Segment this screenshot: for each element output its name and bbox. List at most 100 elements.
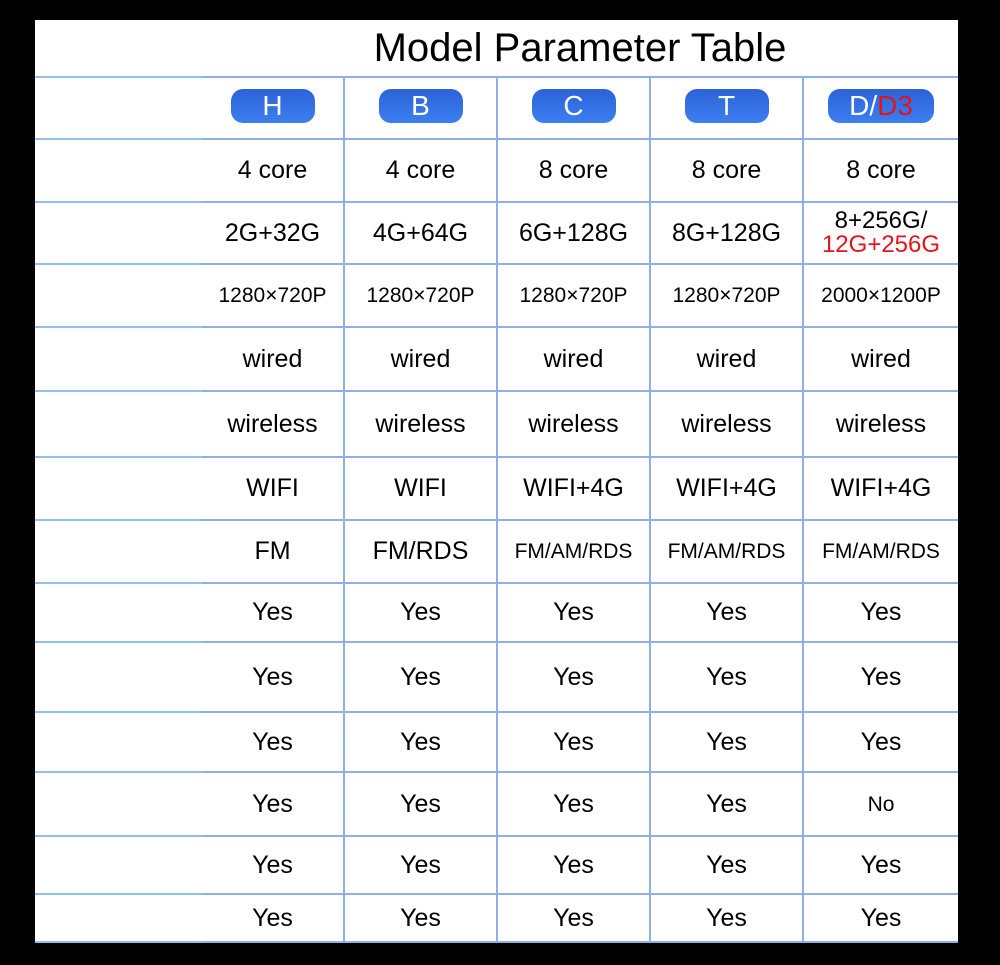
corner-cell bbox=[35, 20, 202, 78]
model-header-cell: B bbox=[345, 78, 498, 140]
row-label: Memory bbox=[35, 203, 202, 265]
table-cell: WIFI+4G bbox=[651, 458, 804, 521]
row-label: GPS bbox=[35, 895, 202, 943]
table-cell: wired bbox=[651, 328, 804, 392]
model-name: C bbox=[563, 90, 584, 121]
table-cell: Yes bbox=[498, 837, 651, 895]
table-cell: 1280×720P bbox=[345, 265, 498, 328]
table-cell: wired bbox=[498, 328, 651, 392]
table-cell: FM/RDS bbox=[345, 521, 498, 584]
table-cell: WIFI bbox=[202, 458, 345, 521]
model-header-cell: T bbox=[651, 78, 804, 140]
table-cell: 6G+128G bbox=[498, 203, 651, 265]
table-cell: 2G+32G bbox=[202, 203, 345, 265]
table-cell: Yes bbox=[202, 895, 345, 943]
cell-value-highlight: 12G+256G bbox=[821, 231, 941, 258]
row-label: Button Lights bbox=[35, 773, 202, 837]
table-cell: 2000×1200P bbox=[804, 265, 958, 328]
row-label-model: Model bbox=[35, 78, 202, 140]
model-badge: D/D3 bbox=[828, 89, 934, 123]
model-badge: C bbox=[531, 89, 616, 123]
table-cell: Yes bbox=[202, 837, 345, 895]
table-cell: Yes bbox=[498, 895, 651, 943]
table-cell: Yes bbox=[345, 895, 498, 943]
table-cell: 1280×720P bbox=[202, 265, 345, 328]
table-cell: 1280×720P bbox=[498, 265, 651, 328]
row-label: Radio bbox=[35, 521, 202, 584]
table-cell: Yes bbox=[804, 837, 958, 895]
model-header-cell: D/D3 bbox=[804, 78, 958, 140]
table-cell: Yes bbox=[651, 713, 804, 773]
table-cell: Yes bbox=[498, 643, 651, 713]
table-cell: wireless bbox=[202, 392, 345, 458]
table-cell: wireless bbox=[498, 392, 651, 458]
table-cell: Yes bbox=[651, 773, 804, 837]
table-cell: Yes bbox=[804, 584, 958, 643]
table-cell: Yes bbox=[804, 895, 958, 943]
table-cell: 8 core bbox=[804, 140, 958, 203]
model-header-cell: H bbox=[202, 78, 345, 140]
model-header-cell: C bbox=[498, 78, 651, 140]
model-badge: H bbox=[230, 89, 315, 123]
table-cell: Yes bbox=[651, 837, 804, 895]
row-label: Resolution bbox=[35, 265, 202, 328]
table-cell: wireless bbox=[651, 392, 804, 458]
table-cell: Yes bbox=[202, 773, 345, 837]
row-label: Core bbox=[35, 140, 202, 203]
model-parameter-table: Model Parameter Table Model H B C T D/D3 Core 4… bbox=[35, 20, 958, 943]
model-name: H bbox=[262, 90, 283, 121]
table-cell: FM/AM/RDS bbox=[498, 521, 651, 584]
cell-value: 8+256G/ bbox=[834, 207, 928, 234]
model-name-highlight: D3 bbox=[877, 90, 913, 121]
table-cell: wireless bbox=[804, 392, 958, 458]
table-cell: WIFI+4G bbox=[804, 458, 958, 521]
row-label: Cooling Fan bbox=[35, 584, 202, 643]
table-cell: Yes bbox=[345, 837, 498, 895]
table-cell: WIFI+4G bbox=[498, 458, 651, 521]
table-cell: Yes bbox=[345, 773, 498, 837]
table-cell: wired bbox=[804, 328, 958, 392]
table-cell: 8G+128G bbox=[651, 203, 804, 265]
table-cell: Yes bbox=[345, 643, 498, 713]
table-cell: Yes bbox=[651, 643, 804, 713]
table-cell: wireless bbox=[345, 392, 498, 458]
table-cell: Yes bbox=[804, 713, 958, 773]
table-cell: FM bbox=[202, 521, 345, 584]
table-cell: 8+256G/12G+256G bbox=[804, 203, 958, 265]
table-cell: FM/AM/RDS bbox=[804, 521, 958, 584]
table-cell: 1280×720P bbox=[651, 265, 804, 328]
row-label: DSP bbox=[35, 713, 202, 773]
row-label: Network bbox=[35, 458, 202, 521]
table-cell: wired bbox=[345, 328, 498, 392]
row-label: Android Auto bbox=[35, 328, 202, 392]
table-cell: Yes bbox=[651, 584, 804, 643]
table-cell: FM/AM/RDS bbox=[651, 521, 804, 584]
table-cell: Yes bbox=[498, 773, 651, 837]
model-name: D/ bbox=[849, 90, 878, 121]
table-cell: 8 core bbox=[498, 140, 651, 203]
table-cell: Yes bbox=[202, 584, 345, 643]
table-cell: No bbox=[804, 773, 958, 837]
table-cell: wired bbox=[202, 328, 345, 392]
model-name: B bbox=[411, 90, 430, 121]
table-cell: Yes bbox=[651, 895, 804, 943]
table-title: Model Parameter Table bbox=[202, 20, 958, 78]
row-label: Split Screen bbox=[35, 837, 202, 895]
table-cell: Yes bbox=[804, 643, 958, 713]
table-cell: Yes bbox=[202, 643, 345, 713]
table-cell: WIFI bbox=[345, 458, 498, 521]
model-badge: B bbox=[378, 89, 463, 123]
model-name: T bbox=[717, 90, 736, 121]
table-cell: 8 core bbox=[651, 140, 804, 203]
table-cell: Yes bbox=[202, 713, 345, 773]
table-cell: Yes bbox=[498, 584, 651, 643]
table-cell: 4 core bbox=[202, 140, 345, 203]
table-cell: Yes bbox=[345, 584, 498, 643]
table-cell: Yes bbox=[498, 713, 651, 773]
table-cell: 4G+64G bbox=[345, 203, 498, 265]
table-cell: 4 core bbox=[345, 140, 498, 203]
row-label: Carplay bbox=[35, 392, 202, 458]
model-badge: T bbox=[684, 89, 769, 123]
row-label: Bluetooth bbox=[35, 643, 202, 713]
table-cell: Yes bbox=[345, 713, 498, 773]
